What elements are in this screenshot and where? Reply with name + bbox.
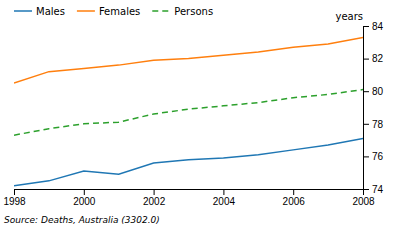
y-tick: 80 [363, 86, 384, 97]
chart: 1998 2000 2002 2004 2006 200874 76 78 80 82 84 Male… [0, 0, 397, 227]
y-tick-label: 74 [372, 184, 384, 195]
x-tick-mark [293, 189, 294, 195]
x-tick-label: 2004 [213, 196, 236, 207]
x-tick-label: 2006 [283, 196, 306, 207]
x-tick: 2004 [213, 189, 236, 207]
y-tick-label: 76 [372, 151, 384, 162]
y-axis-label: years [335, 11, 363, 22]
y-axis: 74 76 78 80 82 84 [363, 21, 384, 195]
legend: Males Females Persons [14, 6, 213, 17]
x-tick-label: 1998 [3, 196, 26, 207]
y-axis-line [364, 27, 370, 190]
legend-label: Females [99, 6, 140, 17]
source-note: Source: Deaths, Australia (3302.0) [4, 215, 160, 225]
legend-swatch [152, 10, 170, 12]
x-tick: 2002 [143, 189, 166, 207]
y-tick-mark [363, 156, 369, 157]
x-tick: 2000 [73, 189, 96, 207]
plot-area [14, 37, 363, 185]
y-tick-label: 82 [372, 53, 384, 64]
y-tick: 78 [363, 119, 384, 130]
series-line [14, 90, 363, 136]
y-tick: 82 [363, 53, 384, 64]
series-line [14, 138, 363, 185]
y-tick-mark [363, 189, 369, 190]
x-tick-label: 2008 [352, 196, 375, 207]
y-tick-label: 80 [372, 86, 384, 97]
y-tick: 76 [363, 151, 384, 162]
legend-label: Males [36, 6, 65, 17]
legend-item: Males [14, 6, 65, 17]
x-tick-mark [223, 189, 224, 195]
y-tick: 74 [363, 184, 384, 195]
legend-label: Persons [174, 6, 213, 17]
legend-swatch [77, 10, 95, 12]
y-tick-mark [363, 91, 369, 92]
x-tick: 2006 [283, 189, 306, 207]
x-tick-mark [14, 189, 15, 195]
x-tick: 1998 [3, 189, 26, 207]
y-tick-mark [363, 26, 369, 27]
legend-item: Females [77, 6, 140, 17]
y-tick: 84 [363, 21, 384, 32]
x-axis-line [15, 190, 364, 196]
legend-swatch [14, 10, 32, 12]
legend-item: Persons [152, 6, 213, 17]
x-tick-label: 2002 [143, 196, 166, 207]
y-tick-mark [363, 59, 369, 60]
x-axis: 1998 2000 2002 2004 2006 2008 [3, 189, 375, 207]
y-tick-label: 78 [372, 119, 384, 130]
y-tick-label: 84 [372, 21, 384, 32]
x-tick-label: 2000 [73, 196, 96, 207]
series-line [14, 37, 363, 83]
x-tick-mark [84, 189, 85, 195]
y-tick-mark [363, 124, 369, 125]
x-tick-mark [154, 189, 155, 195]
